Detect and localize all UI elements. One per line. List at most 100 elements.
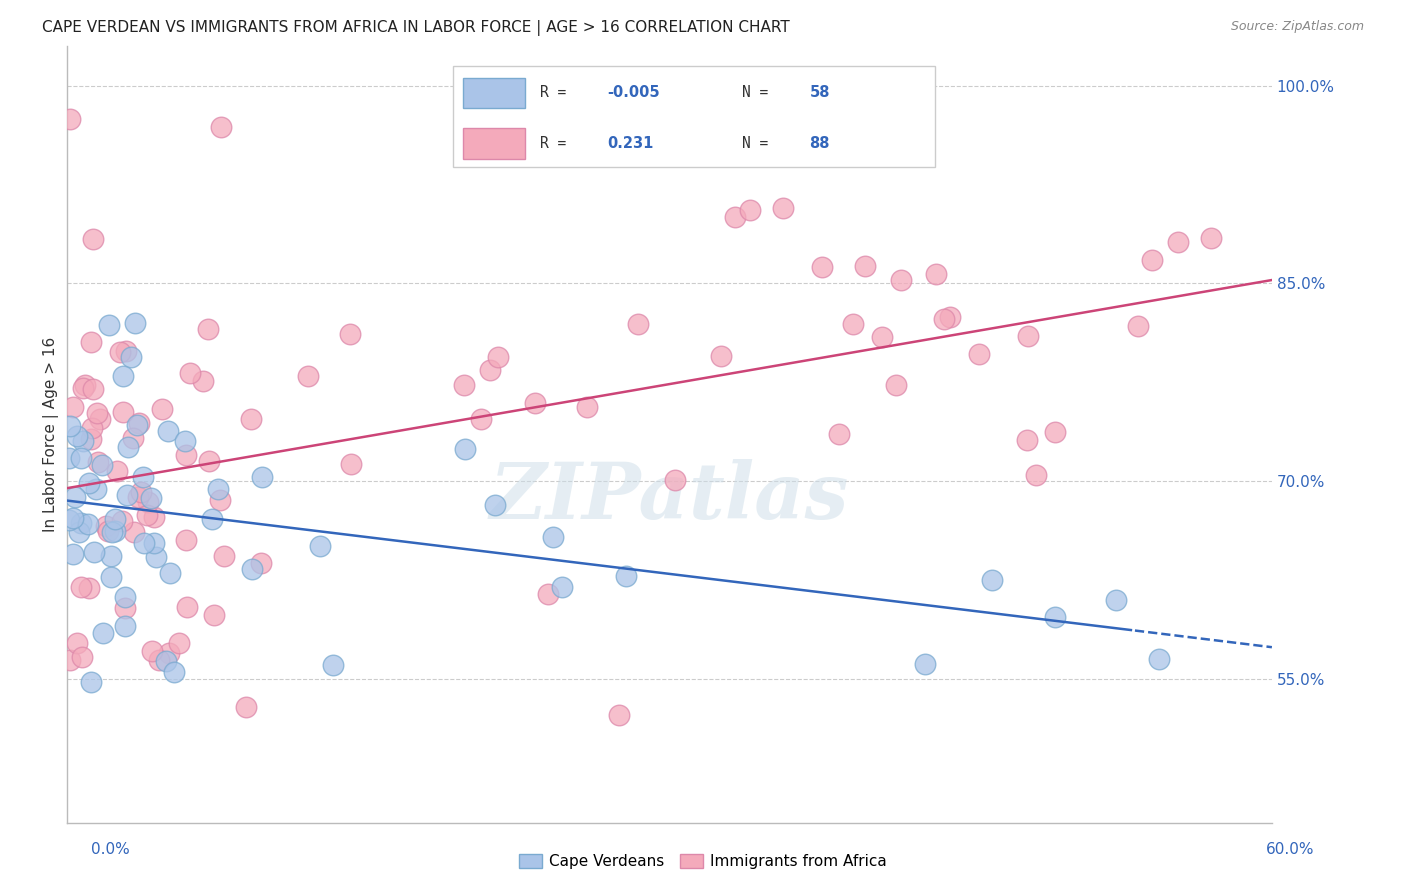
Point	[72, 381, 94, 395]
Point	[810, 260, 832, 275]
Point	[249, 556, 271, 570]
Point	[710, 349, 733, 363]
Point	[772, 201, 794, 215]
Point	[155, 654, 177, 668]
Point	[80, 432, 103, 446]
Point	[100, 570, 122, 584]
Point	[129, 485, 152, 500]
Point	[77, 475, 100, 490]
Point	[114, 600, 136, 615]
Point	[90, 458, 112, 472]
Point	[58, 450, 80, 465]
Point	[84, 482, 107, 496]
Point	[240, 562, 263, 576]
Point	[870, 330, 893, 344]
Point	[250, 469, 273, 483]
Point	[150, 402, 173, 417]
Point	[128, 416, 150, 430]
Point	[486, 350, 509, 364]
Text: ZIPatlas: ZIPatlas	[489, 458, 849, 535]
Point	[105, 464, 128, 478]
Point	[70, 580, 93, 594]
Point	[59, 419, 82, 434]
Point	[1199, 230, 1222, 244]
Point	[114, 619, 136, 633]
Point	[94, 518, 117, 533]
Point	[66, 636, 89, 650]
Point	[200, 512, 222, 526]
Point	[1025, 467, 1047, 482]
Point	[111, 515, 134, 529]
Point	[142, 510, 165, 524]
Point	[82, 232, 104, 246]
Point	[470, 412, 492, 426]
Point	[77, 516, 100, 531]
Point	[543, 530, 565, 544]
Point	[193, 374, 215, 388]
Point	[100, 549, 122, 563]
Point	[59, 653, 82, 667]
Point	[159, 566, 181, 581]
Point	[148, 653, 170, 667]
Point	[551, 580, 574, 594]
Point	[627, 318, 650, 332]
Point	[842, 317, 865, 331]
Point	[69, 450, 91, 465]
Point	[142, 535, 165, 549]
Point	[103, 524, 125, 538]
Point	[884, 378, 907, 392]
Point	[174, 448, 197, 462]
Point	[63, 490, 86, 504]
Point	[537, 587, 560, 601]
Point	[174, 533, 197, 548]
Point	[925, 267, 948, 281]
Point	[1126, 318, 1149, 333]
Point	[157, 646, 180, 660]
Point	[58, 513, 80, 527]
Point	[115, 487, 138, 501]
Point	[523, 396, 546, 410]
Point	[73, 378, 96, 392]
Point	[932, 311, 955, 326]
Point	[322, 657, 344, 672]
Point	[453, 378, 475, 392]
Point	[853, 259, 876, 273]
Point	[914, 657, 936, 672]
Point	[209, 120, 232, 134]
Y-axis label: In Labor Force | Age > 16: In Labor Force | Age > 16	[44, 337, 59, 533]
Point	[890, 273, 912, 287]
Point	[664, 473, 686, 487]
Text: Source: ZipAtlas.com: Source: ZipAtlas.com	[1230, 20, 1364, 33]
Point	[79, 675, 101, 690]
Point	[79, 581, 101, 595]
Point	[235, 700, 257, 714]
Point	[1147, 652, 1170, 666]
Point	[1043, 609, 1066, 624]
Point	[66, 428, 89, 442]
Point	[80, 335, 103, 350]
Point	[117, 440, 139, 454]
Point	[938, 310, 960, 325]
Point	[124, 316, 146, 330]
Point	[614, 569, 637, 583]
Point	[967, 347, 990, 361]
Point	[111, 368, 134, 383]
Point	[135, 508, 157, 522]
Point	[1140, 252, 1163, 267]
Point	[83, 545, 105, 559]
Point	[176, 600, 198, 615]
Point	[72, 434, 94, 449]
Point	[62, 547, 84, 561]
Point	[1167, 235, 1189, 250]
Point	[576, 400, 599, 414]
Point	[167, 636, 190, 650]
Point	[484, 498, 506, 512]
Point	[127, 490, 149, 504]
Point	[197, 322, 219, 336]
Point	[134, 535, 156, 549]
Point	[98, 318, 121, 332]
Text: 0.0%: 0.0%	[91, 842, 131, 856]
Point	[115, 344, 138, 359]
Point	[1017, 328, 1039, 343]
Legend: Cape Verdeans, Immigrants from Africa: Cape Verdeans, Immigrants from Africa	[513, 848, 893, 875]
